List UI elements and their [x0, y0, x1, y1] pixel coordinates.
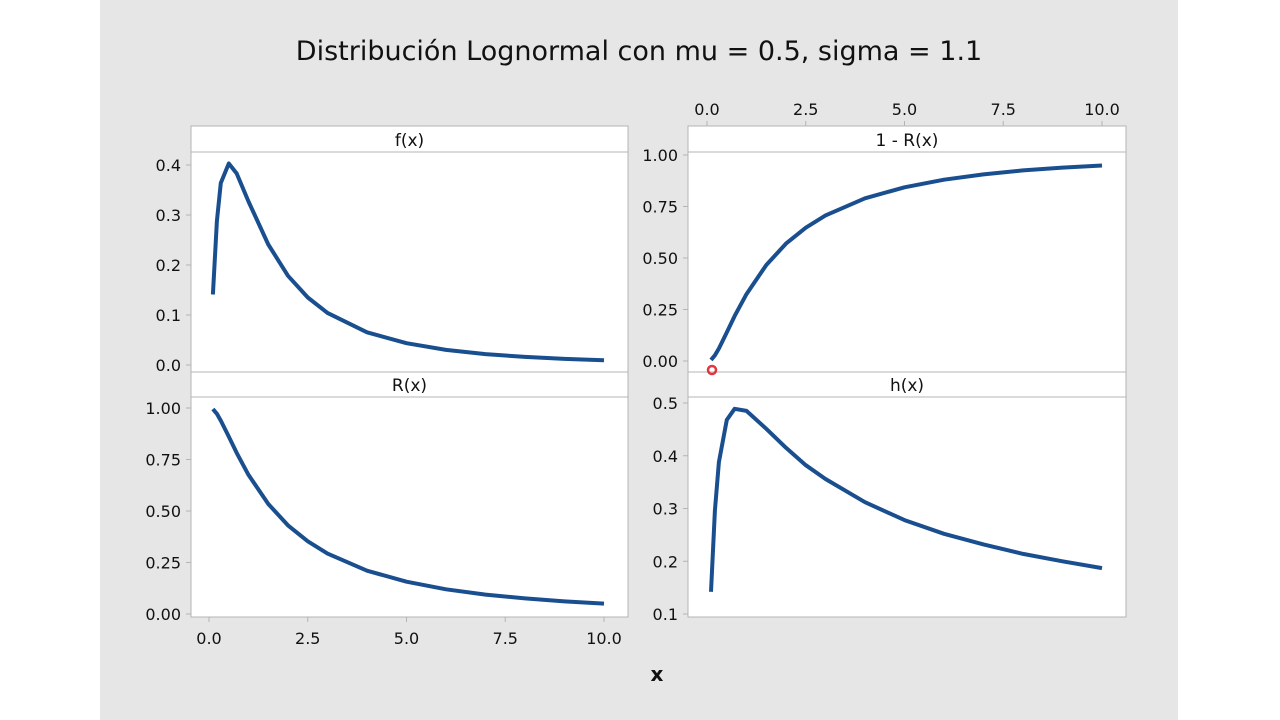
y-tick-label-top-right: 0.75 [642, 198, 678, 217]
series-line-top-left [210, 161, 605, 363]
y-tick-label-top-left: 0.2 [156, 256, 181, 275]
y-tick-label-top-left: 0.1 [156, 306, 181, 325]
chart-title: Distribución Lognormal con mu = 0.5, sig… [296, 36, 982, 67]
y-tick-label-top-right: 0.00 [642, 352, 678, 371]
y-tick-label-bottom-right: 0.1 [653, 605, 678, 624]
x-tick-label-bottom-left: 7.5 [493, 629, 518, 648]
y-tick-label-bottom-right: 0.4 [653, 447, 678, 466]
y-tick-label-top-left: 0.4 [156, 156, 181, 175]
cursor-indicator [706, 364, 718, 376]
y-tick-label-bottom-left: 1.00 [145, 399, 181, 418]
series-line-top-right [709, 163, 1103, 362]
series-line-bottom-right [709, 406, 1103, 592]
y-tick-label-bottom-right: 0.3 [653, 500, 678, 519]
y-tick-label-bottom-right: 0.5 [653, 394, 678, 413]
y-tick-label-bottom-right: 0.2 [653, 552, 678, 571]
x-tick-label-bottom-left: 2.5 [295, 629, 320, 648]
y-tick-label-top-right: 0.25 [642, 301, 678, 320]
y-tick-label-bottom-left: 0.25 [145, 554, 181, 573]
x-tick-label-top-right: 2.5 [793, 100, 818, 119]
series-line-bottom-left [211, 407, 605, 606]
y-tick-label-top-right: 1.00 [642, 146, 678, 165]
panel-frame-bottom-right [687, 371, 1127, 618]
panel-title-top-right: 1 - R(x) [876, 131, 939, 151]
x-tick-label-bottom-left: 10.0 [586, 629, 622, 648]
x-axis-label: x [651, 662, 664, 686]
y-tick-label-top-left: 0.3 [156, 206, 181, 225]
panel-frame-top-right [687, 125, 1127, 373]
x-tick-label-bottom-left: 0.0 [196, 629, 221, 648]
panel-frame-top-left [190, 125, 629, 373]
y-tick-label-bottom-left: 0.50 [145, 502, 181, 521]
y-tick-label-bottom-left: 0.75 [145, 451, 181, 470]
y-tick-label-top-left: 0.0 [156, 356, 181, 375]
panel-title-top-left: f(x) [395, 131, 424, 151]
x-tick-label-top-right: 0.0 [694, 100, 719, 119]
x-tick-label-top-right: 5.0 [892, 100, 917, 119]
panel-title-bottom-right: h(x) [890, 376, 924, 396]
y-tick-label-top-right: 0.50 [642, 249, 678, 268]
x-tick-label-bottom-left: 5.0 [394, 629, 419, 648]
y-tick-label-bottom-left: 0.00 [145, 605, 181, 624]
panel-title-bottom-left: R(x) [392, 376, 427, 396]
x-tick-label-top-right: 7.5 [991, 100, 1016, 119]
x-tick-label-top-right: 10.0 [1084, 100, 1120, 119]
